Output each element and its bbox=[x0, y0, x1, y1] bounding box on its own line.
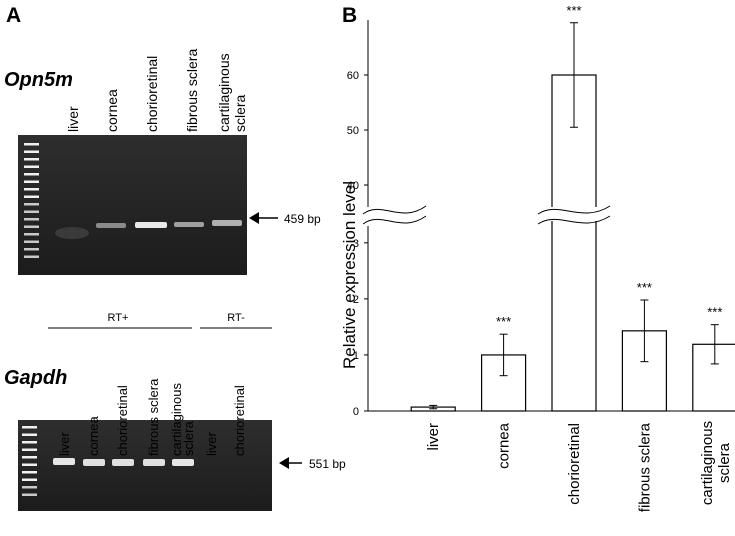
axis-break bbox=[537, 205, 611, 215]
x-tick-label: liver bbox=[425, 423, 442, 451]
ladder-band bbox=[24, 248, 39, 251]
ladder bbox=[22, 426, 37, 496]
ladder-band bbox=[24, 240, 39, 243]
chart: 0 1 2 3 40 50 60 liver *** cornea *** chorioretinal… bbox=[347, 3, 735, 512]
bar bbox=[551, 74, 597, 412]
size-label: 551 bp bbox=[309, 457, 346, 471]
ladder-band bbox=[22, 478, 37, 481]
ladder-band bbox=[24, 165, 39, 168]
ladder-band bbox=[22, 426, 37, 429]
panel-label: B bbox=[342, 4, 357, 27]
error-bar bbox=[499, 333, 508, 377]
significance-label: *** bbox=[707, 305, 722, 320]
ladder-band bbox=[22, 433, 37, 436]
ladder-band bbox=[22, 471, 37, 474]
ladder-band bbox=[24, 173, 39, 176]
y-tick-label: 2 bbox=[353, 294, 359, 306]
significance-label: *** bbox=[496, 314, 511, 329]
ladder-band bbox=[24, 158, 39, 161]
group-label: RT+ bbox=[108, 312, 129, 324]
x-tick-label: chorioretinal bbox=[566, 423, 583, 505]
gel bbox=[18, 135, 247, 275]
axis-break bbox=[362, 215, 427, 225]
lane-label: chorioretinal bbox=[232, 385, 247, 456]
significance-label: *** bbox=[566, 3, 581, 18]
ladder-band bbox=[22, 486, 37, 489]
ladder bbox=[24, 143, 39, 258]
ladder-band bbox=[24, 203, 39, 206]
ladder-band bbox=[24, 233, 39, 236]
size-label: 459 bp bbox=[284, 212, 321, 226]
ladder-band bbox=[24, 195, 39, 198]
bands bbox=[55, 220, 242, 239]
error-bar bbox=[429, 404, 438, 410]
lane-label: chorioretinal bbox=[144, 56, 160, 132]
panel-label: A bbox=[6, 4, 21, 27]
y-tick-label: 1 bbox=[353, 350, 359, 362]
ladder-band bbox=[22, 463, 37, 466]
x-tick-label: fibrous sclera bbox=[636, 422, 653, 512]
error-bar bbox=[640, 299, 649, 363]
ladder-band bbox=[22, 448, 37, 451]
lane-label: fibrous sclera bbox=[184, 49, 200, 132]
y-tick-label: 40 bbox=[347, 180, 359, 192]
significance-label: *** bbox=[637, 280, 652, 295]
ladder-band bbox=[24, 225, 39, 228]
lane-label: liver bbox=[57, 431, 72, 456]
error-bar bbox=[570, 22, 578, 128]
gene-label: Opn5m bbox=[4, 69, 73, 91]
lane-label: cornea bbox=[104, 89, 120, 132]
axis-break-gap bbox=[363, 207, 426, 221]
ladder-band bbox=[24, 143, 39, 146]
y-tick-label: 3 bbox=[353, 238, 359, 250]
arrow-head bbox=[249, 212, 259, 224]
x-tick-label: cornea bbox=[496, 422, 513, 469]
lane-label: cornea bbox=[86, 415, 101, 456]
axis-break bbox=[362, 205, 427, 215]
lane-label: liver bbox=[65, 106, 81, 132]
lane-label: chorioretinal bbox=[115, 385, 130, 456]
arrow-head bbox=[279, 457, 289, 469]
gene-label: Gapdh bbox=[4, 367, 67, 389]
lane-label: fibrous sclera bbox=[146, 378, 161, 456]
ladder-band bbox=[24, 188, 39, 191]
bar bbox=[692, 343, 735, 412]
ladder-band bbox=[22, 456, 37, 459]
axis-break bbox=[537, 215, 611, 225]
y-tick-label: 50 bbox=[347, 125, 359, 137]
x-tick-label: cartilaginoussclera bbox=[699, 421, 733, 505]
ladder-band bbox=[24, 255, 39, 258]
ladder-band bbox=[24, 150, 39, 153]
ladder-band bbox=[22, 441, 37, 444]
y-tick-label: 60 bbox=[347, 70, 359, 82]
lane-label: cartilaginoussclera bbox=[216, 53, 248, 132]
lane-label: cartilaginoussclera bbox=[169, 383, 196, 456]
axis-break-gap bbox=[538, 207, 610, 221]
ladder-band bbox=[24, 218, 39, 221]
ladder-band bbox=[22, 493, 37, 496]
bands bbox=[53, 458, 194, 466]
ladder-band bbox=[24, 210, 39, 213]
group-label: RT- bbox=[227, 312, 245, 324]
error-bar bbox=[710, 324, 719, 365]
lane-label: liver bbox=[204, 431, 219, 456]
ladder-band bbox=[24, 180, 39, 183]
y-axis-label: Relative expression level bbox=[340, 181, 359, 369]
y-tick-label: 0 bbox=[353, 406, 359, 418]
